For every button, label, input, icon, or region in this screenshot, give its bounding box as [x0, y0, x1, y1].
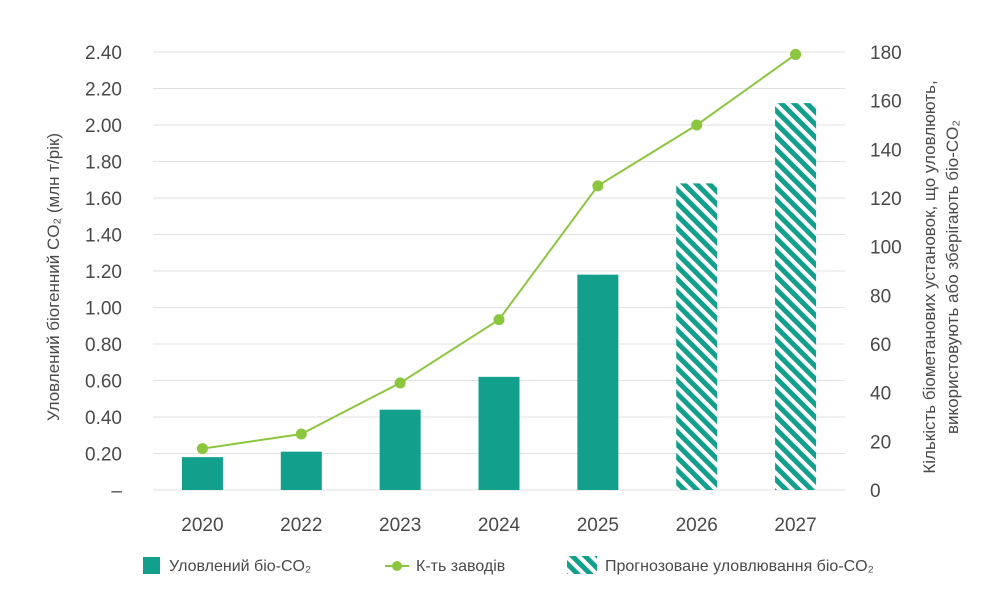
plants-point — [295, 428, 307, 440]
y-left-tick-label: 0.40 — [85, 408, 122, 429]
captured-bar — [280, 451, 322, 490]
y-right-tick-label: 100 — [870, 238, 902, 259]
plants-point — [196, 443, 208, 455]
line-series — [196, 48, 802, 455]
x-tick-label: 2025 — [577, 515, 619, 536]
legend-swatch-captured — [143, 557, 160, 574]
legend: Уловлений біо-CO₂ К-ть заводів Прогнозов… — [143, 556, 874, 575]
y-left-tick-label: 2.40 — [85, 43, 122, 64]
gridlines — [153, 51, 845, 491]
bars — [181, 103, 817, 490]
y-left-tick-label: 2.00 — [85, 116, 122, 137]
y-right-axis-title-line2: використовують або зберігають біо-CO₂ — [943, 120, 962, 434]
captured-bar — [478, 376, 520, 490]
plants-point — [493, 314, 505, 326]
y-right-tick-label: 80 — [870, 286, 891, 307]
y-right-axis-title-line1: Кількість біометанових установок, що уло… — [920, 80, 939, 473]
legend-swatch-line-marker — [392, 561, 402, 571]
plants-point — [592, 180, 604, 192]
y-left-tick-label: 1.80 — [85, 153, 122, 174]
legend-label-captured: Уловлений біо-CO₂ — [169, 558, 311, 575]
y-left-tick-label: 0.60 — [85, 372, 122, 393]
y-right-tick-label: 120 — [870, 189, 902, 210]
x-tick-label: 2020 — [181, 515, 223, 536]
y-left-tick-label: 1.00 — [85, 299, 122, 320]
y-right-tick-label: 160 — [870, 92, 902, 113]
x-tick-label: 2027 — [774, 515, 816, 536]
y-right-tick-label: 180 — [870, 43, 902, 64]
plants-point — [790, 48, 802, 60]
plants-point — [691, 119, 703, 131]
forecast-bar — [775, 103, 817, 490]
captured-bar — [181, 457, 223, 490]
x-tick-label: 2023 — [379, 515, 421, 536]
legend-label-line: К-ть заводів — [416, 558, 505, 575]
x-tick-label: 2026 — [676, 515, 718, 536]
legend-swatch-forecast — [567, 556, 597, 574]
y-left-tick-label: 1.40 — [85, 226, 122, 247]
y-left-tick-label: 1.60 — [85, 189, 122, 210]
x-tick-label: 2022 — [280, 515, 322, 536]
plants-point — [394, 377, 406, 389]
y-right-tick-label: 0 — [870, 481, 881, 502]
y-right-tick-label: 40 — [870, 384, 891, 405]
y-left-tick-label: 0.80 — [85, 335, 122, 356]
legend-label-forecast: Прогнозоване уловлювання біо-CO₂ — [605, 558, 874, 575]
y-left-tick-label: – — [111, 481, 122, 502]
axes: Уловлений біогенний CO₂ (млн т/рік) Кіль… — [44, 43, 962, 536]
y-right-tick-label: 60 — [870, 335, 891, 356]
y-left-tick-label: 1.20 — [85, 262, 122, 283]
y-right-tick-label: 20 — [870, 432, 891, 453]
y-left-axis-title: Уловлений біогенний CO₂ (млн т/рік) — [44, 133, 63, 421]
y-right-tick-label: 140 — [870, 140, 902, 161]
captured-bar — [379, 409, 421, 490]
y-left-tick-label: 0.20 — [85, 445, 122, 466]
captured-bar — [577, 274, 619, 490]
forecast-bar — [676, 183, 718, 490]
y-left-tick-label: 2.20 — [85, 80, 122, 101]
x-tick-label: 2024 — [478, 515, 521, 536]
